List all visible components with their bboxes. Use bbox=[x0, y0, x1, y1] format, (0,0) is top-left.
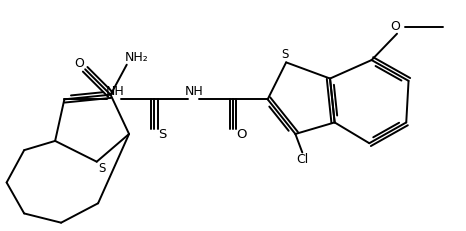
Text: Cl: Cl bbox=[296, 153, 308, 166]
Text: O: O bbox=[75, 57, 84, 70]
Text: NH₂: NH₂ bbox=[125, 51, 149, 64]
Text: NH: NH bbox=[185, 85, 203, 97]
Text: NH: NH bbox=[106, 85, 124, 97]
Text: S: S bbox=[158, 128, 167, 141]
Text: S: S bbox=[99, 162, 106, 175]
Text: O: O bbox=[391, 20, 401, 33]
Text: S: S bbox=[281, 48, 289, 61]
Text: O: O bbox=[236, 128, 247, 141]
